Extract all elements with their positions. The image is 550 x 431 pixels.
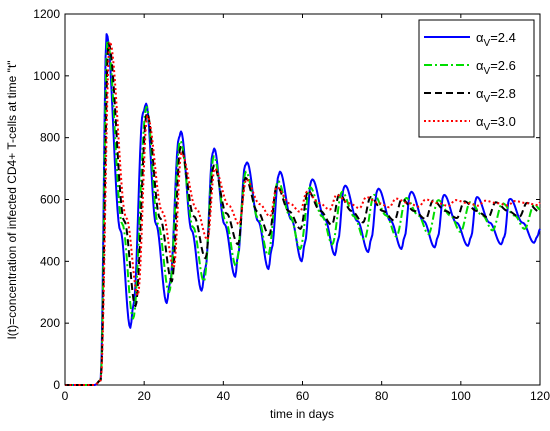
legend-value: =3.0 (490, 114, 516, 129)
series-line-2 (64, 42, 541, 386)
legend-alpha: α (476, 30, 484, 45)
legend-subscript: V (484, 66, 491, 77)
legend-label-0: αV=2.4 (476, 30, 516, 49)
legend-alpha: α (476, 58, 484, 73)
legend-value: =2.4 (490, 30, 516, 45)
series-line-3 (64, 40, 541, 386)
legend-value: =2.6 (490, 58, 516, 73)
legend-alpha: α (476, 86, 484, 101)
legend-box (418, 19, 535, 138)
x-tick-label: 40 (217, 389, 231, 403)
x-tick-label: 60 (296, 389, 310, 403)
legend-subscript: V (484, 38, 491, 49)
legend-subscript: V (484, 122, 491, 133)
series-layer (64, 33, 541, 386)
y-tick-label: 600 (40, 193, 60, 207)
y-tick-label: 400 (40, 254, 60, 268)
series-line-0 (64, 33, 541, 386)
y-tick-label: 200 (40, 316, 60, 330)
y-axis-title: I(t)=concentration of infected CD4+ T-ce… (5, 60, 19, 339)
legend-alpha: α (476, 114, 484, 129)
x-axis-title: time in days (270, 407, 334, 421)
series-line-1 (64, 39, 541, 386)
x-tick-label: 80 (375, 389, 389, 403)
y-tick-label: 0 (53, 378, 60, 392)
x-tick-label: 20 (137, 389, 151, 403)
x-tick-label: 100 (451, 389, 471, 403)
legend-label-1: αV=2.6 (476, 58, 516, 77)
x-tick-label: 0 (62, 389, 69, 403)
legend-subscript: V (484, 94, 491, 105)
legend: αV=2.4αV=2.6αV=2.8αV=3.0 (418, 19, 535, 138)
y-tick-label: 1200 (33, 7, 60, 21)
legend-label-2: αV=2.8 (476, 86, 516, 105)
legend-value: =2.8 (490, 86, 516, 101)
x-tick-label: 120 (530, 389, 550, 403)
y-tick-label: 1000 (33, 69, 60, 83)
legend-label-3: αV=3.0 (476, 114, 516, 133)
y-tick-label: 800 (40, 131, 60, 145)
